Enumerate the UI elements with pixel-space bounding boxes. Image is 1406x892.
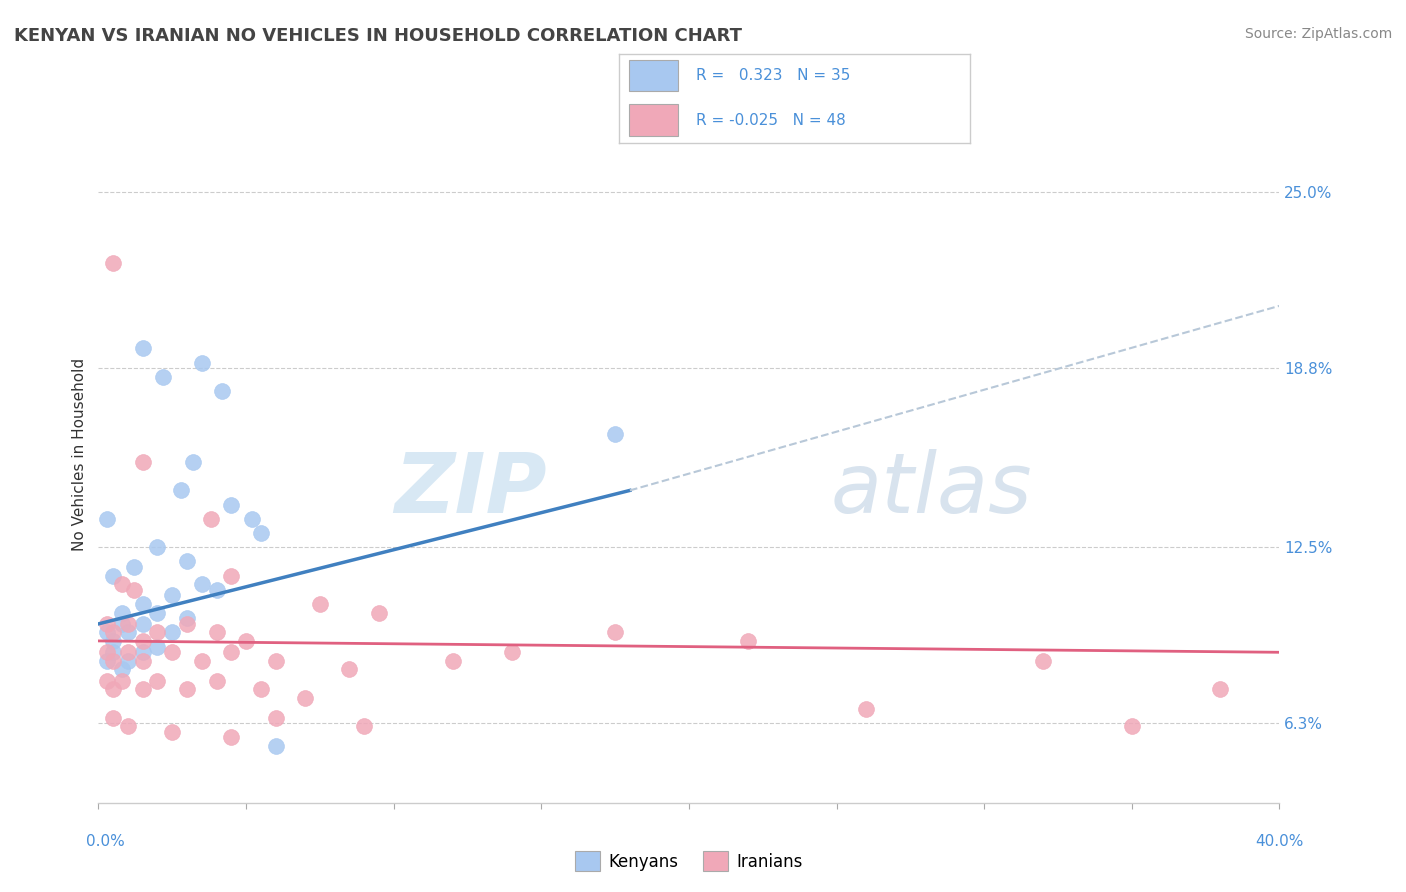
Point — [162, 724, 183, 739]
Point — [737, 634, 759, 648]
Bar — [630, 60, 678, 91]
Point — [181, 455, 204, 469]
Point — [176, 682, 198, 697]
Text: R = -0.025   N = 48: R = -0.025 N = 48 — [696, 113, 846, 128]
Point — [162, 625, 183, 640]
Point — [191, 654, 214, 668]
Point — [205, 582, 228, 597]
Point — [103, 682, 125, 697]
Point — [368, 606, 391, 620]
Point — [103, 654, 125, 668]
Text: Source: ZipAtlas.com: Source: ZipAtlas.com — [1244, 27, 1392, 41]
Legend: Kenyans, Iranians: Kenyans, Iranians — [568, 845, 810, 878]
Point — [264, 739, 287, 753]
Point — [309, 597, 332, 611]
Y-axis label: No Vehicles in Household: No Vehicles in Household — [72, 359, 87, 551]
Point — [103, 625, 125, 640]
Point — [122, 560, 145, 574]
Point — [205, 673, 228, 688]
Point — [170, 483, 193, 498]
Point — [264, 654, 287, 668]
Point — [117, 719, 139, 733]
Point — [132, 634, 155, 648]
Point — [132, 455, 155, 469]
Point — [111, 616, 134, 631]
Text: R =   0.323   N = 35: R = 0.323 N = 35 — [696, 69, 851, 83]
Point — [205, 625, 228, 640]
Point — [250, 526, 273, 541]
Point — [96, 616, 118, 631]
Text: 0.0%: 0.0% — [86, 834, 125, 849]
Point — [1209, 682, 1232, 697]
Point — [132, 342, 155, 356]
Point — [339, 662, 360, 676]
Point — [146, 625, 169, 640]
Point — [132, 616, 155, 631]
Point — [176, 554, 198, 568]
Point — [294, 690, 316, 705]
Point — [117, 625, 139, 640]
Point — [111, 577, 134, 591]
Point — [501, 645, 523, 659]
Point — [221, 498, 243, 512]
Point — [855, 702, 877, 716]
Point — [117, 616, 139, 631]
Text: atlas: atlas — [831, 450, 1032, 530]
Point — [117, 654, 139, 668]
Point — [96, 645, 118, 659]
Point — [240, 512, 263, 526]
Point — [96, 625, 118, 640]
Text: 40.0%: 40.0% — [1256, 834, 1303, 849]
Point — [235, 634, 257, 648]
Text: KENYAN VS IRANIAN NO VEHICLES IN HOUSEHOLD CORRELATION CHART: KENYAN VS IRANIAN NO VEHICLES IN HOUSEHO… — [14, 27, 742, 45]
Point — [111, 662, 134, 676]
Point — [221, 645, 243, 659]
Point — [176, 616, 198, 631]
Point — [221, 568, 243, 582]
Point — [211, 384, 233, 398]
Point — [96, 654, 118, 668]
Text: ZIP: ZIP — [395, 450, 547, 530]
Point — [122, 582, 145, 597]
Point — [162, 589, 183, 603]
Point — [103, 634, 125, 648]
Point — [103, 256, 125, 270]
Point — [132, 682, 155, 697]
Point — [96, 512, 118, 526]
Point — [103, 568, 125, 582]
Point — [132, 654, 155, 668]
Point — [111, 673, 134, 688]
Point — [103, 645, 125, 659]
Point — [264, 710, 287, 724]
Point — [250, 682, 273, 697]
Point — [132, 645, 155, 659]
Bar — [630, 104, 678, 136]
Point — [191, 356, 214, 370]
Point — [146, 606, 169, 620]
Point — [191, 577, 214, 591]
Point — [1032, 654, 1054, 668]
Point — [132, 597, 155, 611]
Point — [146, 540, 169, 554]
Point — [162, 645, 183, 659]
Point — [111, 606, 134, 620]
Point — [146, 640, 169, 654]
Point — [103, 710, 125, 724]
Point — [200, 512, 222, 526]
Point — [441, 654, 464, 668]
Point — [176, 611, 198, 625]
Point — [146, 673, 169, 688]
Point — [605, 625, 627, 640]
Point — [221, 731, 243, 745]
Point — [353, 719, 375, 733]
Point — [605, 426, 627, 441]
Point — [117, 645, 139, 659]
Point — [1121, 719, 1143, 733]
Point — [96, 673, 118, 688]
Point — [152, 369, 174, 384]
